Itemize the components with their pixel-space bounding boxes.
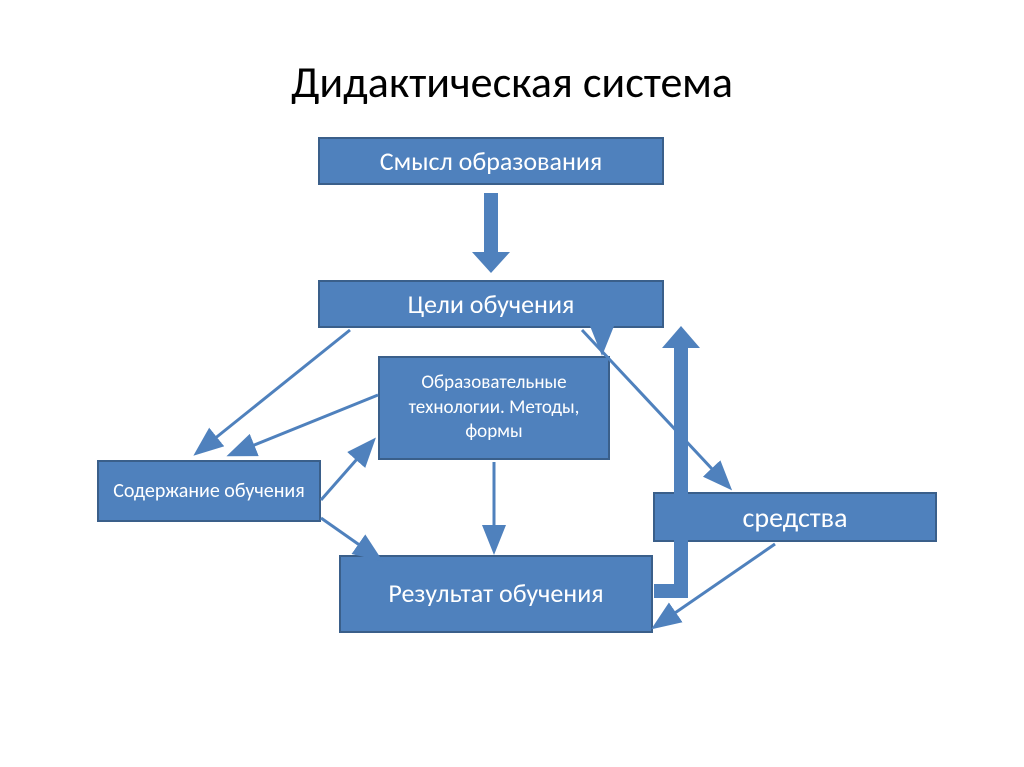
arrow-result-to-goals [654, 326, 700, 598]
box-educational-technologies: Образовательные технологии. Методы, форм… [378, 356, 610, 460]
box-learning-result: Результат обучения [339, 555, 653, 633]
arrow-content-to-result [321, 518, 378, 558]
box-means: средства [653, 492, 937, 542]
box-learning-goals: Цели обучения [318, 280, 664, 328]
arrow-goals-to-content [198, 330, 350, 452]
arrow-meaning-to-goals [472, 193, 510, 273]
arrow-content-to-tech [321, 442, 372, 500]
arrow-tech-to-content [232, 395, 378, 454]
diagram-title: Дидактическая система [0, 55, 1024, 109]
box-meaning-of-education: Смысл образования [318, 137, 664, 185]
box-learning-content: Содержание обучения [97, 460, 321, 522]
arrow-means-to-result [656, 544, 775, 626]
